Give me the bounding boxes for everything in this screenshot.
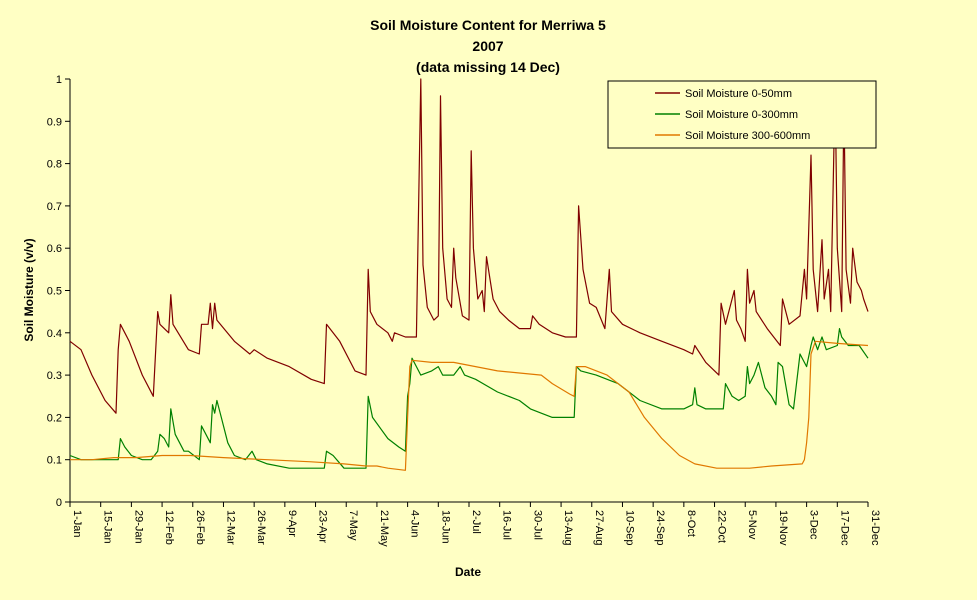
plot-area: 0 0.1 0.2 0.3 0.4 0.5 0.6 0.7 0.8 0.9 1 1-Jan 15-Jan…: [47, 74, 881, 547]
chart-title-line-3: (data missing 14 Dec): [416, 59, 560, 75]
x-tick-label: 8-Oct: [685, 510, 697, 537]
y-tick-label: 0.9: [47, 116, 62, 128]
chart-title-line-1: Soil Moisture Content for Merriwa 5: [370, 17, 606, 33]
x-tick-label: 12-Feb: [163, 510, 175, 545]
x-tick-label: 9-Apr: [286, 510, 298, 537]
x-tick-label: 16-Jul: [501, 510, 513, 540]
x-tick-label: 4-Jun: [409, 510, 421, 538]
x-tick-label: 13-Aug: [562, 510, 574, 545]
x-tick-label: 18-Jun: [439, 510, 451, 544]
y-tick-label: 0.7: [47, 201, 62, 213]
y-tick-label: 0.4: [47, 328, 62, 340]
x-tick-label: 24-Sep: [654, 510, 666, 545]
x-tick-label: 21-May: [378, 510, 390, 547]
y-tick-label: 1: [56, 74, 62, 86]
x-tick-label: 3-Dec: [808, 510, 820, 540]
series-line-0-300mm: [69, 328, 869, 469]
x-tick-label: 7-May: [347, 510, 359, 541]
series-line-300-600mm: [70, 340, 869, 471]
x-tick-label: 31-Dec: [869, 510, 881, 546]
x-tick-label: 22-Oct: [716, 510, 728, 543]
chart-title-line-2: 2007: [472, 38, 503, 54]
x-tick-label: 29-Jan: [132, 510, 144, 544]
y-axis-label: Soil Moisture (v/v): [22, 238, 36, 341]
x-tick-label: 26-Mar: [255, 510, 267, 545]
legend-label-0-50mm: Soil Moisture 0-50mm: [685, 88, 792, 100]
x-tick-label: 1-Jan: [71, 510, 83, 538]
x-tick-label: 23-Apr: [317, 510, 329, 543]
y-tick-label: 0: [56, 497, 62, 509]
y-tick-label: 0.5: [47, 286, 62, 298]
x-tick-label: 15-Jan: [102, 510, 114, 544]
y-tick-label: 0.8: [47, 159, 62, 171]
x-tick-label: 26-Feb: [194, 510, 206, 545]
legend-box: [607, 80, 877, 149]
x-tick-label: 5-Nov: [746, 510, 758, 540]
series-line-0-50mm: [69, 78, 869, 414]
x-tick-label: 12-Mar: [224, 510, 236, 545]
x-tick-label: 2-Jul: [470, 510, 482, 534]
y-tick-label: 0.2: [47, 412, 62, 424]
y-tick-label: 0.6: [47, 243, 62, 255]
x-axis-label: Date: [455, 565, 481, 579]
legend-label-300-600mm: Soil Moisture 300-600mm: [685, 130, 810, 142]
legend-label-0-300mm: Soil Moisture 0-300mm: [685, 109, 798, 121]
x-tick-label: 17-Dec: [838, 510, 850, 546]
x-tick-label: 30-Jul: [531, 510, 543, 540]
legend: Soil Moisture 0-50mm Soil Moisture 0-300…: [607, 80, 877, 149]
x-tick-label: 10-Sep: [623, 510, 635, 545]
y-tick-label: 0.3: [47, 370, 62, 382]
x-tick-label: 19-Nov: [777, 510, 789, 546]
x-tick-label: 27-Aug: [593, 510, 605, 545]
y-tick-label: 0.1: [47, 455, 62, 467]
